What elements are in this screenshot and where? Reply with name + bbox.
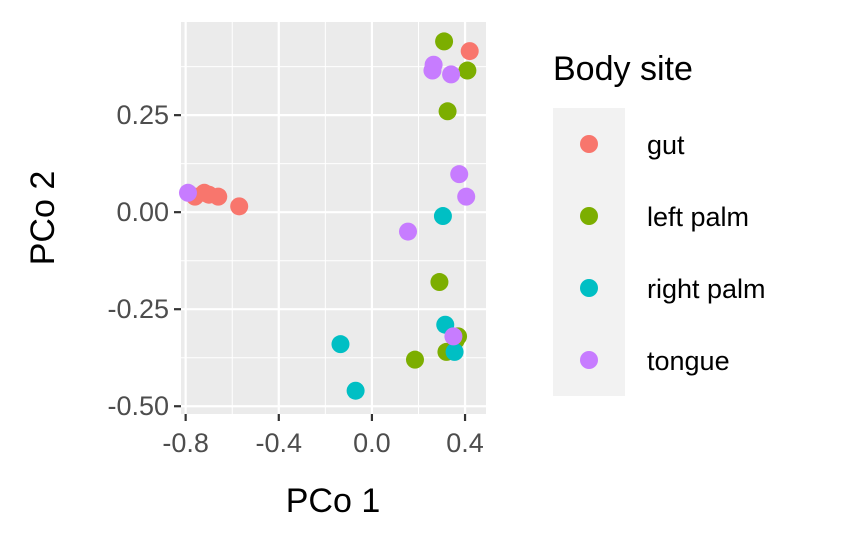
point-left-palm [430, 273, 449, 292]
x-tick-label: 0.4 [446, 428, 484, 458]
point-tongue [457, 187, 476, 206]
point-left-palm [435, 32, 454, 51]
y-tick-label: 0.00 [116, 197, 169, 227]
x-tick-label: 0.0 [353, 428, 391, 458]
point-gut [230, 197, 249, 216]
point-gut [460, 42, 479, 61]
legend-label-tongue: tongue [647, 346, 730, 376]
point-tongue [178, 183, 197, 202]
point-tongue [442, 65, 461, 84]
point-right-palm [331, 335, 350, 354]
point-tongue [399, 222, 418, 241]
legend-items: gut left palm right palm tongue [580, 130, 766, 376]
point-tongue [423, 61, 442, 80]
point-right-palm [445, 342, 464, 361]
x-tick-label: -0.8 [162, 428, 209, 458]
point-left-palm [405, 350, 424, 369]
y-axis: -0.50 -0.25 0.00 0.25 [107, 100, 181, 421]
legend-key-right-palm [580, 279, 598, 297]
x-axis-title: PCo 1 [286, 482, 381, 520]
x-axis: -0.8 -0.4 0.0 0.4 [162, 414, 484, 458]
point-right-palm [433, 207, 452, 226]
data-points [178, 32, 479, 400]
legend-label-right-palm: right palm [647, 274, 766, 304]
legend-title: Body site [553, 50, 693, 88]
legend: Body site gut left palm right palm tongue [553, 50, 766, 396]
x-tick-label: -0.4 [256, 428, 303, 458]
y-tick-label: -0.50 [107, 391, 169, 421]
legend-key-background [553, 108, 625, 396]
y-tick-label: -0.25 [107, 294, 169, 324]
point-left-palm [458, 61, 477, 80]
major-gridlines [181, 22, 486, 414]
point-gut [209, 187, 228, 206]
point-tongue [444, 327, 463, 346]
point-tongue [450, 165, 469, 184]
legend-key-tongue [580, 351, 598, 369]
legend-label-gut: gut [647, 130, 685, 160]
point-right-palm [346, 381, 365, 400]
y-axis-title: PCo 2 [24, 171, 62, 266]
legend-label-left-palm: left palm [647, 202, 749, 232]
y-tick-label: 0.25 [116, 100, 169, 130]
legend-key-gut [580, 135, 598, 153]
legend-key-left-palm [580, 207, 598, 225]
point-left-palm [438, 102, 457, 121]
